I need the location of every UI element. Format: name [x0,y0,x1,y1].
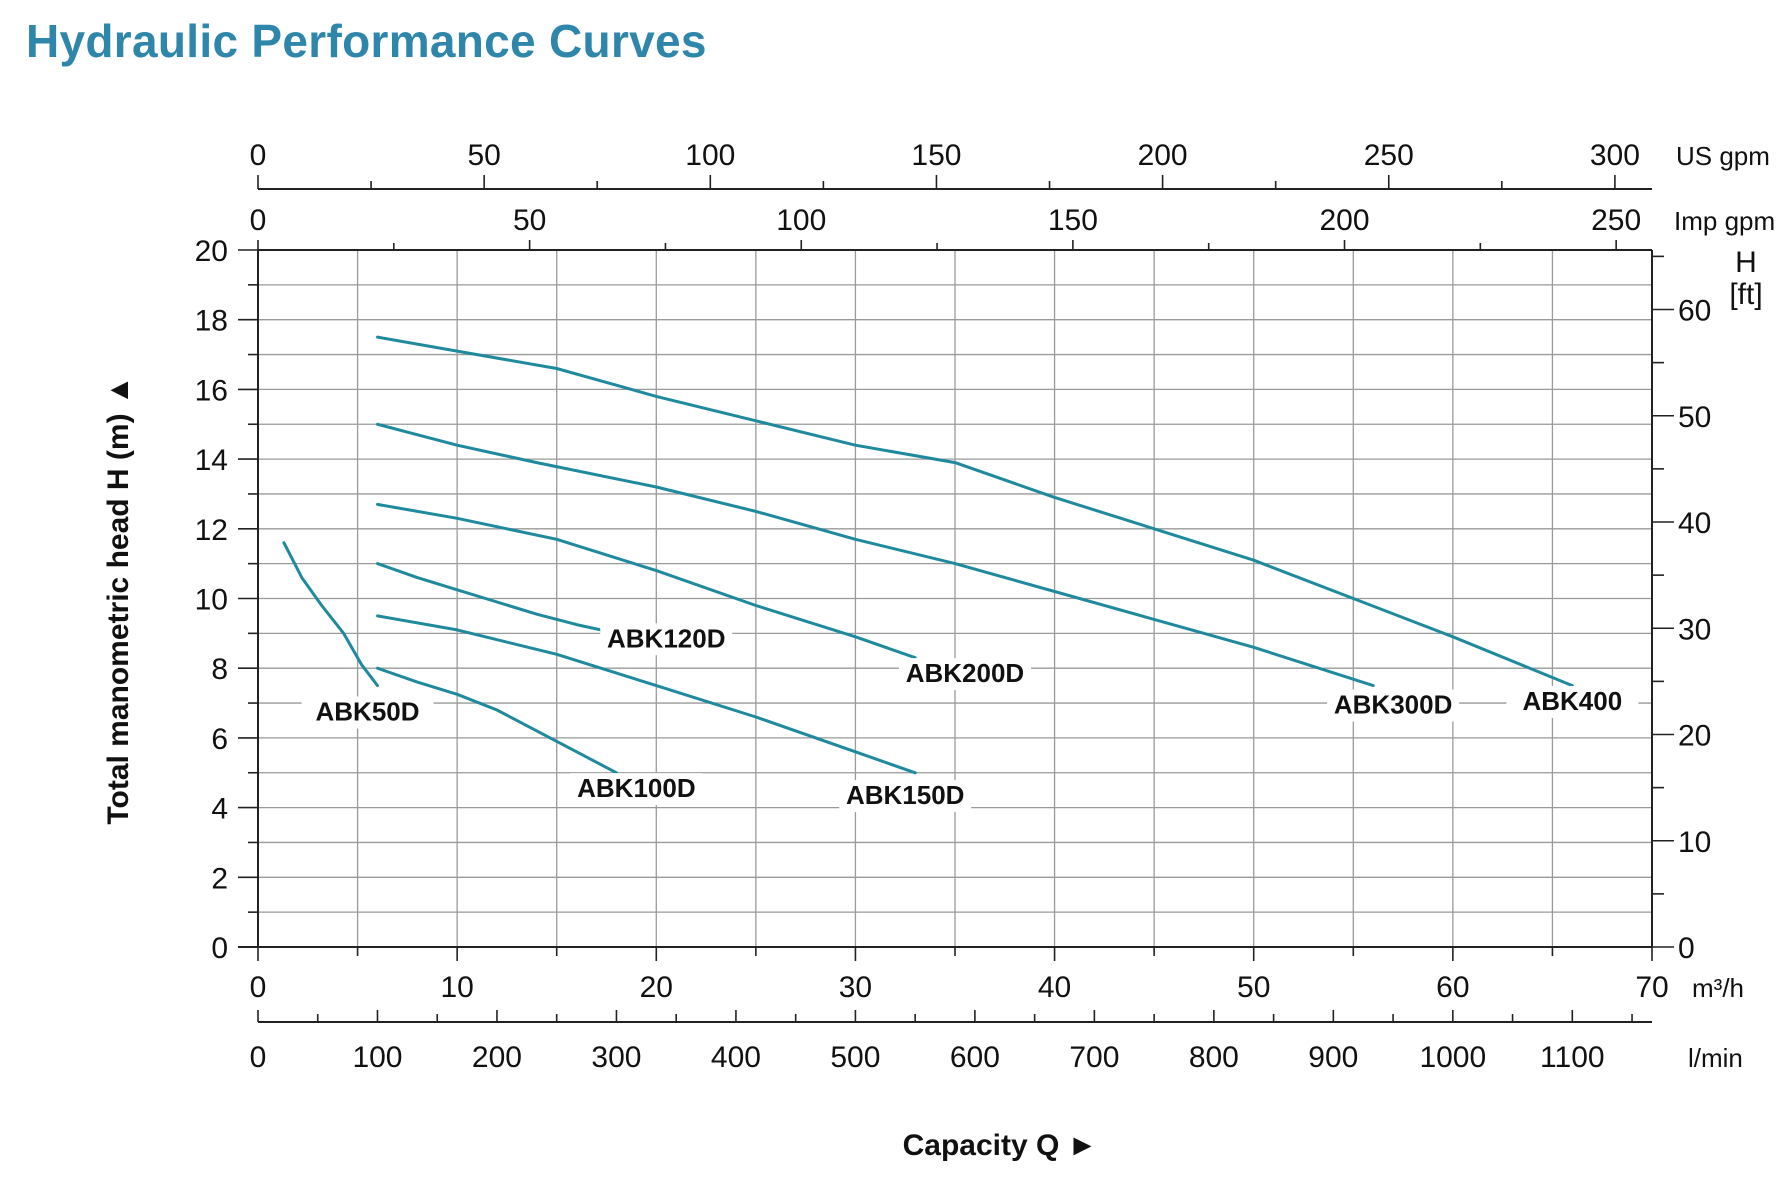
curve-abk200d [376,502,917,660]
x-tick-label-lmin: 700 [1069,1041,1119,1074]
x-tick-label-lmin: 400 [711,1041,761,1074]
x-tick-label-m3h: 40 [1038,971,1071,1004]
x-tick-label-lmin: 900 [1308,1041,1358,1074]
series-label-bg [1327,689,1460,722]
y-tick-label-m: 0 [211,932,228,965]
page-title: Hydraulic Performance Curves [26,15,707,67]
x-tick-label-impgpm: 50 [513,204,546,237]
y-tick-label-m: 18 [195,305,228,338]
x-tick-label-m3h: 30 [839,971,872,1004]
y-tick-label-ft: 0 [1678,932,1695,965]
y-tick-label-m: 8 [211,653,228,686]
x-unit-impgpm: Imp gpm [1674,206,1775,236]
x-tick-label-lmin: 500 [830,1041,880,1074]
curve-abk100d [376,666,618,775]
x-tick-label-usgpm: 150 [911,139,961,172]
y-tick-label-ft: 20 [1678,720,1711,753]
x-tick-label-lmin: 200 [472,1041,522,1074]
y-tick-label-ft: 60 [1678,295,1711,328]
series-label-bg [600,623,733,656]
y-tick-label-ft: 30 [1678,613,1711,646]
x-tick-label-m3h: 0 [250,971,267,1004]
y-tick-label-m: 16 [195,374,228,407]
y-tick-label-m: 14 [195,444,228,477]
x-tick-label-impgpm: 0 [250,204,267,237]
y-tick-label-m: 10 [195,584,228,617]
x-tick-label-usgpm: 0 [250,139,267,172]
x-tick-label-usgpm: 200 [1138,139,1188,172]
x-tick-label-lmin: 800 [1189,1041,1239,1074]
x-unit-usgpm: US gpm [1676,141,1770,171]
y-tick-label-ft: 40 [1678,507,1711,540]
x-tick-label-m3h: 50 [1237,971,1270,1004]
x-tick-label-lmin: 300 [591,1041,641,1074]
series-label-abk300d: ABK300D [1334,690,1453,720]
curve-abk120d [376,562,618,635]
series-label-abk200d: ABK200D [906,658,1025,688]
x-unit-lmin: l/min [1688,1043,1743,1073]
x-tick-label-impgpm: 100 [776,204,826,237]
series-label-bg [898,658,1031,691]
curve-abk300d [376,422,1375,688]
y-unit-ft-line2: [ft] [1729,278,1762,311]
y-tick-label-m: 12 [195,514,228,547]
x-tick-label-lmin: 0 [250,1041,267,1074]
x-tick-label-usgpm: 100 [685,139,735,172]
x-tick-label-m3h: 60 [1436,971,1469,1004]
x-tick-label-m3h: 20 [640,971,673,1004]
x-axis-title: Capacity Q ► [903,1129,1098,1162]
y-tick-label-ft: 10 [1678,826,1711,859]
y-tick-label-ft: 50 [1678,401,1711,434]
series-label-abk150d: ABK150D [846,780,965,810]
grid [258,250,1652,947]
x-tick-label-m3h: 70 [1635,971,1668,1004]
x-tick-label-impgpm: 150 [1048,204,1098,237]
x-tick-label-m3h: 10 [440,971,473,1004]
y-unit-ft-line1: H [1735,246,1757,279]
series-label-abk100d: ABK100D [577,773,696,803]
series-label-bg [839,780,972,813]
curve-abk50d [282,541,379,688]
series-label-abk50d: ABK50D [316,696,420,726]
y-tick-label-m: 4 [211,793,228,826]
x-tick-label-lmin: 100 [352,1041,402,1074]
x-unit-m3h: m³/h [1692,973,1744,1003]
y-tick-label-m: 2 [211,862,228,895]
y-tick-label-m: 20 [195,235,228,268]
x-tick-label-impgpm: 250 [1591,204,1641,237]
y-tick-label-m: 6 [211,723,228,756]
series-label-abk400: ABK400 [1522,686,1622,716]
x-tick-label-usgpm: 300 [1590,139,1640,172]
series-label-bg [1506,686,1639,719]
series-label-bg [570,773,703,806]
x-tick-label-lmin: 600 [950,1041,1000,1074]
series-label-bg [301,696,434,729]
x-tick-label-usgpm: 50 [467,139,500,172]
curves: ABK50D ABK100D ABK120D ABK150D ABK200D ABK300… [282,335,1639,813]
series-label-abk120d: ABK120D [607,623,726,653]
curve-abk400 [376,335,1574,688]
y-axis-title: Total manometric head H (m) ▲ [102,375,135,824]
x-tick-label-usgpm: 250 [1364,139,1414,172]
curve-abk150d [376,614,917,775]
x-tick-label-lmin: 1000 [1419,1041,1486,1074]
x-tick-label-impgpm: 200 [1319,204,1369,237]
x-tick-label-lmin: 1100 [1540,1041,1605,1074]
